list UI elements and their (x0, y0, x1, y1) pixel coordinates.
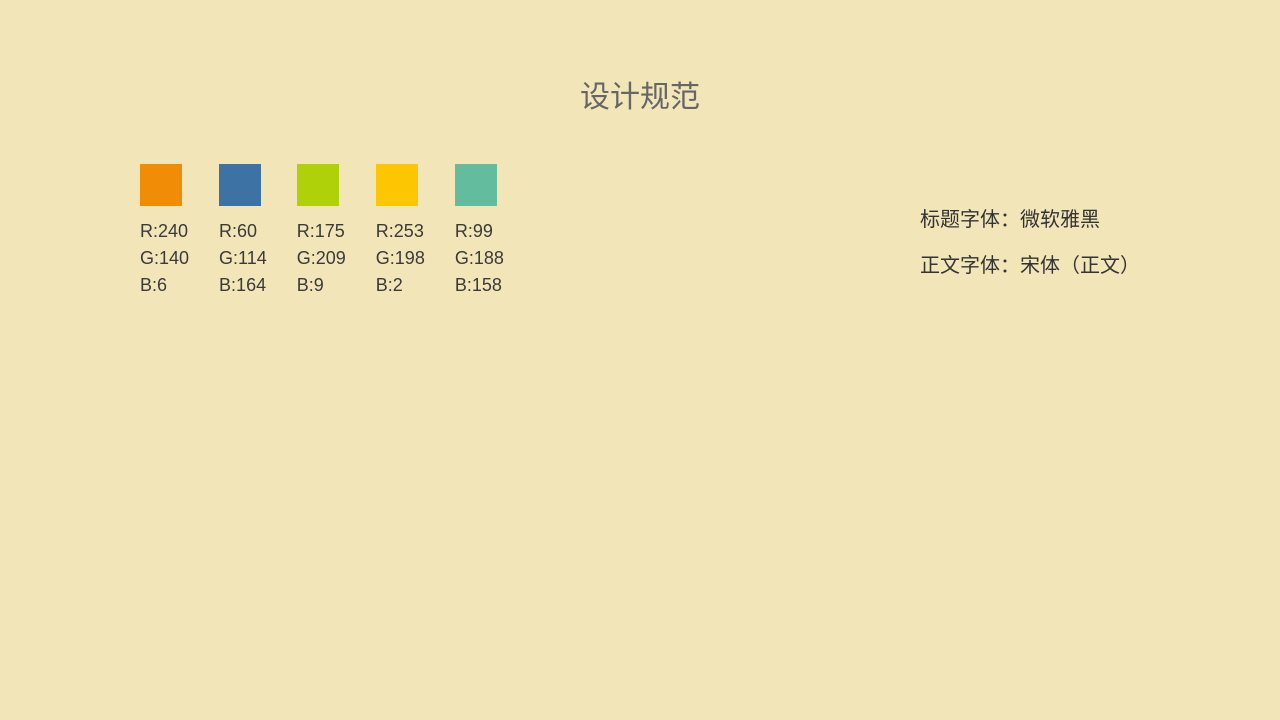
rgb-g: G:198 (376, 245, 425, 272)
rgb-label-0: R:240 G:140 B:6 (140, 218, 189, 299)
rgb-b: B:9 (297, 272, 346, 299)
color-swatch-0 (140, 164, 182, 206)
swatch-item: R:99 G:188 B:158 (455, 164, 504, 299)
rgb-b: B:164 (219, 272, 267, 299)
swatch-item: R:60 G:114 B:164 (219, 164, 267, 299)
rgb-r: R:99 (455, 218, 504, 245)
rgb-b: B:158 (455, 272, 504, 299)
swatch-item: R:240 G:140 B:6 (140, 164, 189, 299)
body-font-label: 正文字体：宋体（正文） (920, 246, 1140, 286)
rgb-g: G:209 (297, 245, 346, 272)
color-swatch-3 (376, 164, 418, 206)
font-spec-section: 标题字体：微软雅黑 正文字体：宋体（正文） (920, 200, 1140, 292)
rgb-b: B:6 (140, 272, 189, 299)
rgb-b: B:2 (376, 272, 425, 299)
rgb-g: G:140 (140, 245, 189, 272)
color-swatch-2 (297, 164, 339, 206)
rgb-g: G:188 (455, 245, 504, 272)
color-swatch-4 (455, 164, 497, 206)
rgb-label-4: R:99 G:188 B:158 (455, 218, 504, 299)
rgb-r: R:60 (219, 218, 267, 245)
page-title: 设计规范 (580, 72, 700, 116)
swatch-item: R:253 G:198 B:2 (376, 164, 425, 299)
rgb-r: R:175 (297, 218, 346, 245)
rgb-label-2: R:175 G:209 B:9 (297, 218, 346, 299)
swatch-item: R:175 G:209 B:9 (297, 164, 346, 299)
rgb-g: G:114 (219, 245, 267, 272)
color-swatch-1 (219, 164, 261, 206)
color-palette-section: R:240 G:140 B:6 R:60 G:114 B:164 R:175 G… (140, 164, 504, 299)
rgb-label-1: R:60 G:114 B:164 (219, 218, 267, 299)
title-font-label: 标题字体：微软雅黑 (920, 200, 1140, 240)
rgb-r: R:253 (376, 218, 425, 245)
rgb-r: R:240 (140, 218, 189, 245)
rgb-label-3: R:253 G:198 B:2 (376, 218, 425, 299)
